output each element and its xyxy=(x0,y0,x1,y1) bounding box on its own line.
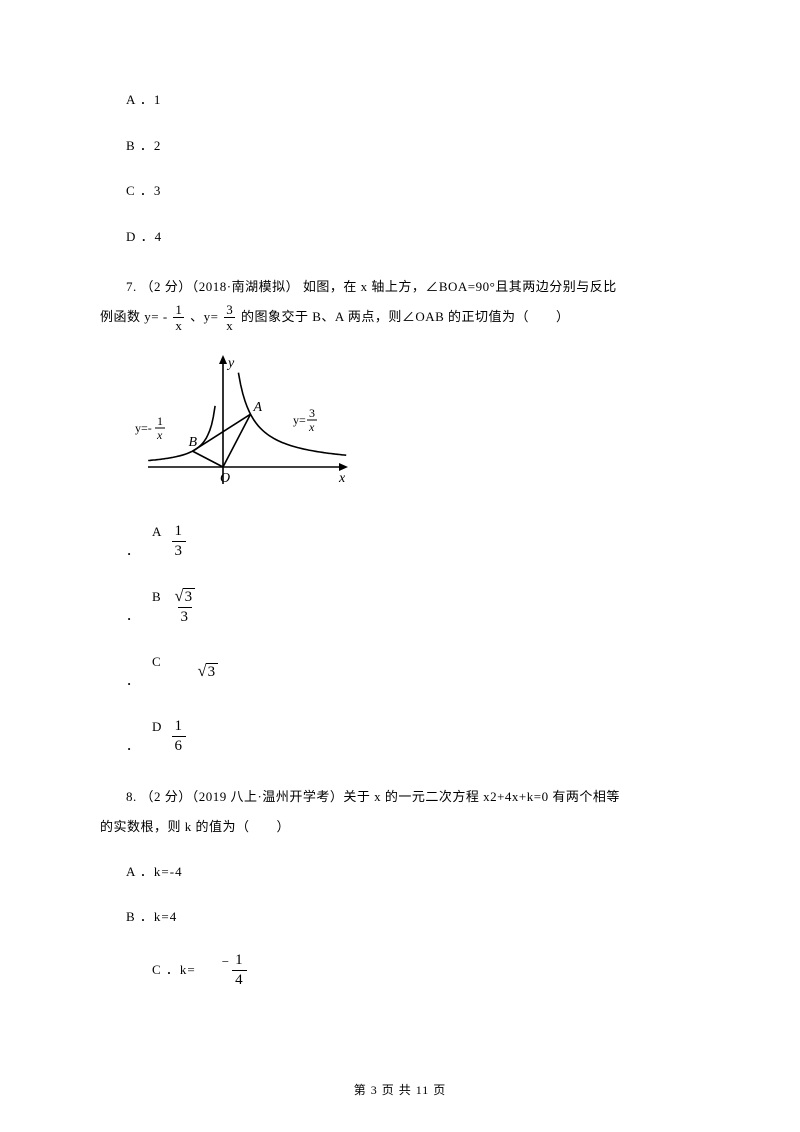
page-number-current: 3 xyxy=(371,1083,378,1097)
page-number-total: 11 xyxy=(416,1083,430,1097)
q7-frac2: 3 x xyxy=(224,303,235,332)
q7-frac1: 1 x xyxy=(173,303,184,332)
svg-text:y=-: y=- xyxy=(135,421,152,435)
q6-option-d: D ．4 xyxy=(100,227,700,247)
page-footer: 第 3 页 共 11 页 xyxy=(0,1081,800,1098)
svg-text:x: x xyxy=(308,420,315,434)
q8-text-line2: 的实数根，则 k 的值为（ ） xyxy=(100,819,290,834)
svg-text:x: x xyxy=(156,428,163,442)
svg-text:y=: y= xyxy=(293,413,306,427)
q7-text-line2c: 的图象交于 B、A 两点，则∠OAB 的正切值为（ ） xyxy=(241,309,570,324)
q7-stem: 7. （2 分）（2018·南湖模拟） 如图，在 x 轴上方，∠BOA=90°且… xyxy=(100,272,700,332)
q7-text-line2a: 例函数 y= - xyxy=(100,309,171,324)
svg-text:x: x xyxy=(338,471,346,486)
q8-text-line1: 8. （2 分）（2019 八上·温州开学考）关于 x 的一元二次方程 x2+4… xyxy=(126,789,620,804)
fraction-icon: 1 4 xyxy=(232,953,247,988)
q8-option-c: C ．k= − 1 4 xyxy=(100,953,700,988)
q8-option-a: A ．k=-4 xyxy=(100,862,700,882)
q7-graph: yxOABy=-1xy=3x xyxy=(133,352,701,498)
q8-stem: 8. （2 分）（2019 八上·温州开学考）关于 x 的一元二次方程 x2+4… xyxy=(100,782,700,842)
svg-text:O: O xyxy=(220,471,230,486)
q7-option-c: C ． 3 xyxy=(100,652,700,691)
fraction-icon: 3 3 xyxy=(172,588,199,625)
sqrt-icon: 3 xyxy=(198,659,219,684)
svg-text:1: 1 xyxy=(157,414,163,428)
page-body: A ．1 B ．2 C ．3 D ．4 7. （2 分）（2018·南湖模拟） … xyxy=(0,0,800,988)
q6-option-c: C ．3 xyxy=(100,181,700,201)
svg-text:B: B xyxy=(188,436,197,451)
q8-option-b: B ．k=4 xyxy=(100,907,700,927)
fraction-icon: 1 6 xyxy=(172,719,187,754)
q7-text-line1: 7. （2 分）（2018·南湖模拟） 如图，在 x 轴上方，∠BOA=90°且… xyxy=(126,279,617,294)
minus-icon: − xyxy=(196,952,230,972)
q6-option-a: A ．1 xyxy=(100,90,700,110)
q7-option-a: A ． 1 3 xyxy=(100,522,700,561)
svg-text:y: y xyxy=(226,356,235,371)
svg-text:A: A xyxy=(252,401,262,416)
q6-option-b: B ．2 xyxy=(100,136,700,156)
q7-text-line2b: 、y= xyxy=(190,309,222,324)
q7-option-d: D ． 1 6 xyxy=(100,717,700,756)
fraction-icon: 1 3 xyxy=(172,524,187,559)
q7-option-b: B ． 3 3 xyxy=(100,587,700,626)
svg-text:3: 3 xyxy=(309,406,315,420)
